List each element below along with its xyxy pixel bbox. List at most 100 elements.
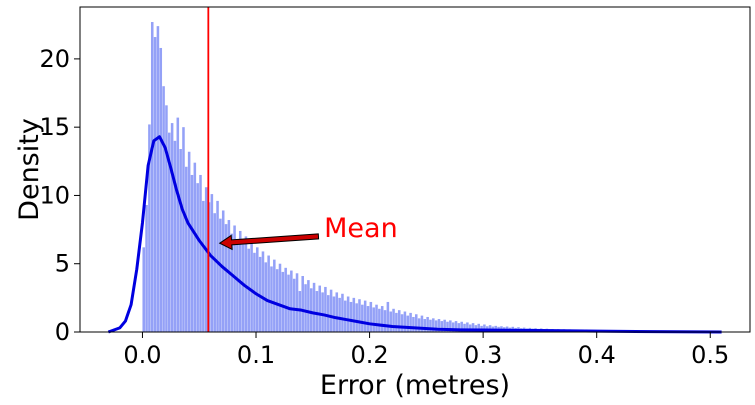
histogram-bar [477,323,480,332]
mean-annotation-arrow [218,233,320,251]
histogram-bar [153,37,157,332]
histogram-bar [335,292,339,332]
histogram-bar [457,323,461,332]
histogram-bar [221,210,225,332]
annotation-layer: Mean [218,213,398,251]
histogram-bar [182,127,185,333]
histogram-bar [199,174,202,332]
histogram-bar [460,321,463,332]
histogram-bar [468,324,472,332]
histogram-bar [204,187,208,332]
histogram-bar [338,297,341,332]
histogram-bar [332,296,336,332]
histogram-bar [383,310,387,332]
histogram-bar [230,233,234,332]
histogram-bar [301,276,304,332]
histogram-bar [196,183,199,332]
histogram-bar [443,319,446,332]
histogram-bar [432,318,435,332]
histogram-bar [168,132,171,332]
histogram-bar [449,320,452,332]
histogram-bar [256,247,259,332]
histogram-bar [420,315,424,332]
histogram-bar [329,289,333,332]
histogram-bar [352,297,356,332]
histogram-bar [409,312,412,332]
histogram-bar [366,306,370,332]
histogram-bar [150,22,154,333]
histogram-bar [193,162,197,332]
histogram-bar [159,47,163,333]
kde-layer [107,135,722,334]
histogram-bar [454,321,458,332]
histogram-bar [309,288,313,332]
histogram-bar [290,270,293,332]
histogram-bar [315,291,319,332]
y-tick-label: 10 [39,181,70,209]
x-tick-label: 0.5 [691,341,729,369]
histogram-bar [176,117,180,332]
histogram-bar [267,255,270,332]
histogram-bar [148,124,151,332]
histogram-bar [346,296,350,332]
histogram-bar [236,239,239,332]
histogram-bar [145,205,148,332]
histogram-bar [162,86,165,332]
histogram-bar [321,292,324,332]
histogram-bar [185,166,188,332]
histogram-bar [244,236,248,332]
histogram-bar [380,306,384,332]
x-tick-label: 0.0 [123,341,161,369]
y-tick-label: 15 [39,113,70,141]
histogram-bar [165,105,168,332]
x-tick-label: 0.1 [237,341,275,369]
histogram-bar [292,278,296,332]
histogram-bar [483,324,486,332]
histogram-bar [369,301,373,332]
histogram-bar [397,310,401,332]
histogram-bar [298,291,302,332]
histogram-bar [179,149,182,332]
histogram-bar [295,273,299,332]
histogram-bar [227,220,231,332]
histogram-bar [344,300,347,332]
histogram-bar [471,323,475,332]
histogram-bar [275,269,279,332]
histogram-bar [258,256,262,332]
histogram-bar [417,318,421,332]
histogram-bar [304,284,307,332]
histogram-bar [287,274,290,332]
histogram-bar [372,307,375,332]
y-tick-label: 20 [39,45,70,73]
histogram-bar [355,303,358,332]
histogram-bar [190,174,194,332]
histogram-bar [219,218,222,332]
histogram-bar [278,263,282,332]
histogram-bar [261,251,265,332]
histogram-bar [224,224,228,332]
histogram-bar [451,322,455,332]
histogram-bar [406,315,410,332]
histogram-bar [156,26,160,333]
histogram-bar [446,321,449,332]
histogram-bar [349,301,353,332]
y-tick-label: 0 [55,318,70,346]
x-tick-label: 0.3 [464,341,502,369]
histogram-bar [412,316,415,332]
histogram-bar [173,140,177,332]
histogram-bar [170,123,174,332]
histogram-bar [437,319,441,332]
histogram-bar [326,295,330,332]
histogram-bar [142,247,145,332]
histogram-bar [403,311,407,332]
histogram-bar [440,321,444,332]
y-axis-label: Density [14,118,45,221]
histogram-bar [375,304,378,332]
histogram-bar [213,213,216,332]
histogram-bar [415,314,418,332]
x-axis-label: Error (metres) [320,370,510,401]
y-axis-ticks: 0 5 10 15 20 [39,45,80,346]
histogram-bar [463,323,466,332]
